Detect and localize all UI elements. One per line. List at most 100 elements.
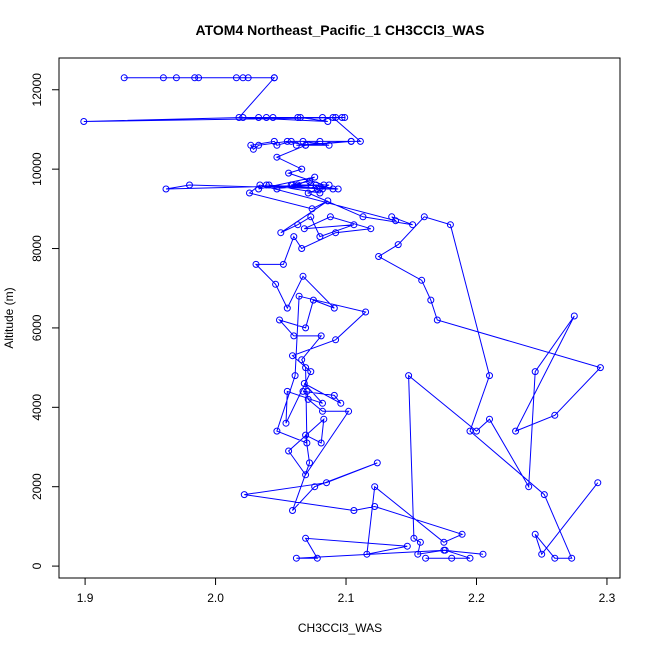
y-tick-label: 2000 [30,473,44,500]
data-point [334,185,342,193]
data-point [392,217,400,225]
data-point [304,189,312,197]
chart-title: ATOM4 Northeast_Pacific_1 CH3CCl3_WAS [196,22,485,38]
data-point [306,459,313,467]
data-point [448,554,456,562]
data-point [345,407,353,415]
data-point [283,387,291,395]
data-point [440,538,448,546]
data-point [302,534,310,542]
data-point [570,312,578,320]
data-point [265,181,273,189]
data-point [319,399,326,407]
data-point [295,292,303,300]
data-point [371,483,379,491]
data-point [302,364,310,372]
data-point [341,114,349,121]
data-point [303,439,311,447]
data-point [307,368,315,376]
data-point [244,74,252,82]
data-point [273,185,281,193]
data-point [317,439,325,447]
data-point [299,387,307,395]
data-point [319,185,326,193]
data-point [320,181,328,189]
data-point [303,387,311,395]
data-point [427,296,435,304]
data-point [247,141,255,149]
data-point [289,352,296,360]
data-point [273,153,281,161]
data-point [410,534,418,542]
data-point [159,74,167,82]
data-point [479,550,487,558]
data-point [324,197,332,205]
data-point [296,114,304,121]
data-point [298,165,306,173]
data-point [394,241,402,249]
x-tick-label: 2.1 [338,591,355,605]
data-point [235,114,243,121]
data-point [292,141,300,149]
data-point [273,141,281,149]
data-point [307,181,315,189]
data-point [262,181,270,189]
data-point [195,74,203,82]
data-point [347,137,355,145]
y-tick-label: 6000 [30,314,44,341]
data-point [306,177,313,185]
y-tick-label: 4000 [30,394,44,421]
data-point [324,118,332,125]
data-point [362,308,370,316]
data-point [596,364,604,372]
data-point [375,253,383,260]
plot-frame [58,57,621,579]
x-tick-label: 2.0 [207,591,224,605]
data-point [373,459,381,467]
data-point [240,491,248,499]
data-point [262,114,270,121]
data-point [531,530,539,538]
data-point [232,74,240,82]
data-point [594,479,602,487]
series-line [377,216,602,559]
data-point [363,550,371,558]
data-point [418,276,426,284]
data-point [298,356,306,364]
data-point [319,114,326,121]
data-point [302,471,310,479]
data-point [551,554,559,562]
data-point [316,233,324,241]
data-point [466,427,474,435]
data-point [285,169,293,177]
data-point [255,114,263,121]
data-point [272,280,280,288]
data-point [551,411,559,419]
data-point [289,181,296,189]
data-point [294,114,302,121]
data-point [325,181,333,189]
data-point [309,296,317,304]
data-point [120,74,128,82]
data-point [320,415,328,423]
data-point [446,221,454,229]
data-point [486,415,493,423]
y-axis: 0 2000 4000 6000 8000 10000 12000 [30,73,60,569]
x-tick-label: 2.3 [599,591,616,605]
data-point [388,213,396,221]
data-point [302,324,310,332]
data-point [371,503,379,510]
data-point [279,260,287,268]
data-point [307,213,315,221]
data-point [282,419,290,427]
data-point [359,213,367,221]
data-point [311,483,319,491]
y-axis-label: Altitude (m) [2,287,16,348]
data-point [325,141,333,149]
data-point [300,225,308,233]
data-point [338,114,346,121]
data-point [186,181,193,189]
data-point [540,491,548,499]
series-line [83,77,471,559]
